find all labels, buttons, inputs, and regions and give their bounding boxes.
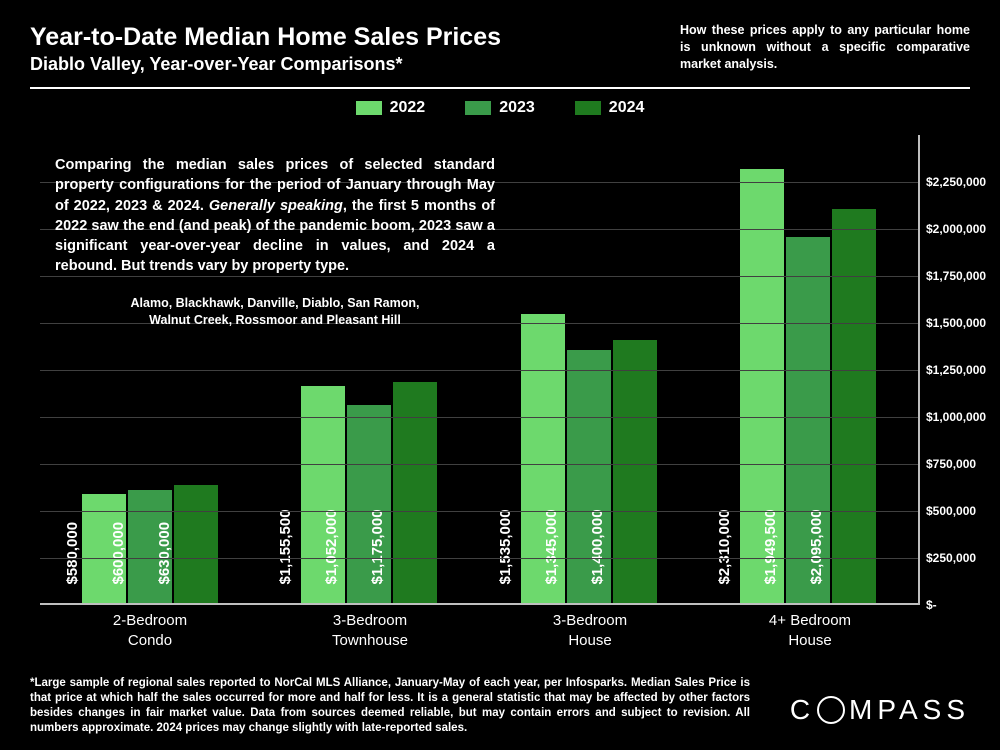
legend-label: 2023 bbox=[499, 99, 535, 117]
legend-label: 2024 bbox=[609, 99, 645, 117]
y-tick-label: $1,250,000 bbox=[926, 363, 998, 377]
bar-value-label: $1,535,000 bbox=[497, 509, 514, 584]
y-tick-label: $750,000 bbox=[926, 457, 998, 471]
bar-value-label: $1,175,000 bbox=[369, 509, 386, 584]
x-axis-label: 4+ BedroomHouse bbox=[720, 611, 900, 650]
bar: $1,400,000 bbox=[613, 340, 657, 603]
category-group: $1,535,000$1,345,000$1,400,000 bbox=[521, 314, 657, 603]
y-tick-label: $250,000 bbox=[926, 551, 998, 565]
grid-line bbox=[40, 417, 918, 418]
x-axis-label: 3-BedroomHouse bbox=[500, 611, 680, 650]
description-text: Comparing the median sales prices of sel… bbox=[55, 155, 495, 277]
legend-swatch bbox=[465, 101, 491, 115]
legend-item: 2023 bbox=[465, 99, 535, 117]
disclaimer-text: How these prices apply to any particular… bbox=[680, 22, 970, 73]
grid-line bbox=[40, 511, 918, 512]
y-tick-label: $2,250,000 bbox=[926, 175, 998, 189]
bar: $2,095,000 bbox=[832, 209, 876, 603]
category-group: $2,310,000$1,949,500$2,095,000 bbox=[740, 169, 876, 603]
x-axis-labels: 2-BedroomCondo 3-BedroomTownhouse 3-Bedroo… bbox=[40, 611, 920, 650]
legend-item: 2024 bbox=[575, 99, 645, 117]
cities-line-1: Alamo, Blackhawk, Danville, Diablo, San … bbox=[131, 296, 420, 310]
bar-value-label: $1,949,500 bbox=[762, 509, 779, 584]
bar-value-label: $1,052,000 bbox=[323, 509, 340, 584]
bar-value-label: $2,310,000 bbox=[716, 509, 733, 584]
legend-item: 2022 bbox=[356, 99, 426, 117]
page-subtitle: Diablo Valley, Year-over-Year Comparison… bbox=[30, 54, 501, 75]
bar-value-label: $1,345,000 bbox=[543, 509, 560, 584]
cities-list: Alamo, Blackhawk, Danville, Diablo, San … bbox=[55, 295, 495, 330]
logo-circle-icon bbox=[817, 696, 845, 724]
grid-line bbox=[40, 464, 918, 465]
legend: 2022 2023 2024 bbox=[0, 99, 1000, 117]
bar: $630,000 bbox=[174, 485, 218, 603]
logo-text: MPASS bbox=[849, 694, 970, 726]
y-tick-label: $1,000,000 bbox=[926, 410, 998, 424]
category-group: $580,000$600,000$630,000 bbox=[82, 485, 218, 603]
bar-value-label: $1,155,500 bbox=[277, 509, 294, 584]
x-axis-label: 3-BedroomTownhouse bbox=[280, 611, 460, 650]
legend-swatch bbox=[356, 101, 382, 115]
bar-value-label: $580,000 bbox=[64, 522, 81, 585]
y-tick-label: $1,750,000 bbox=[926, 269, 998, 283]
description-block: Comparing the median sales prices of sel… bbox=[55, 155, 495, 330]
y-tick-label: $2,000,000 bbox=[926, 222, 998, 236]
footnote: *Large sample of regional sales reported… bbox=[30, 676, 750, 736]
cities-line-2: Walnut Creek, Rossmoor and Pleasant Hill bbox=[149, 313, 401, 327]
category-group: $1,155,500$1,052,000$1,175,000 bbox=[301, 382, 437, 603]
y-tick-label: $500,000 bbox=[926, 504, 998, 518]
bar-value-label: $630,000 bbox=[156, 522, 173, 585]
bar-value-label: $2,095,000 bbox=[808, 509, 825, 584]
compass-logo: CMPASS bbox=[790, 694, 970, 726]
y-tick-label: $1,500,000 bbox=[926, 316, 998, 330]
bar-value-label: $1,400,000 bbox=[589, 509, 606, 584]
title-block: Year-to-Date Median Home Sales Prices Di… bbox=[30, 22, 501, 75]
legend-swatch bbox=[575, 101, 601, 115]
grid-line bbox=[40, 558, 918, 559]
header: Year-to-Date Median Home Sales Prices Di… bbox=[0, 0, 1000, 85]
page-title: Year-to-Date Median Home Sales Prices bbox=[30, 22, 501, 52]
y-tick-label: $- bbox=[926, 598, 998, 612]
bar: $1,175,000 bbox=[393, 382, 437, 603]
desc-italic: Generally speaking bbox=[209, 198, 343, 214]
x-axis-label: 2-BedroomCondo bbox=[60, 611, 240, 650]
grid-line bbox=[40, 370, 918, 371]
bar-value-label: $600,000 bbox=[110, 522, 127, 585]
divider bbox=[30, 87, 970, 89]
legend-label: 2022 bbox=[390, 99, 426, 117]
